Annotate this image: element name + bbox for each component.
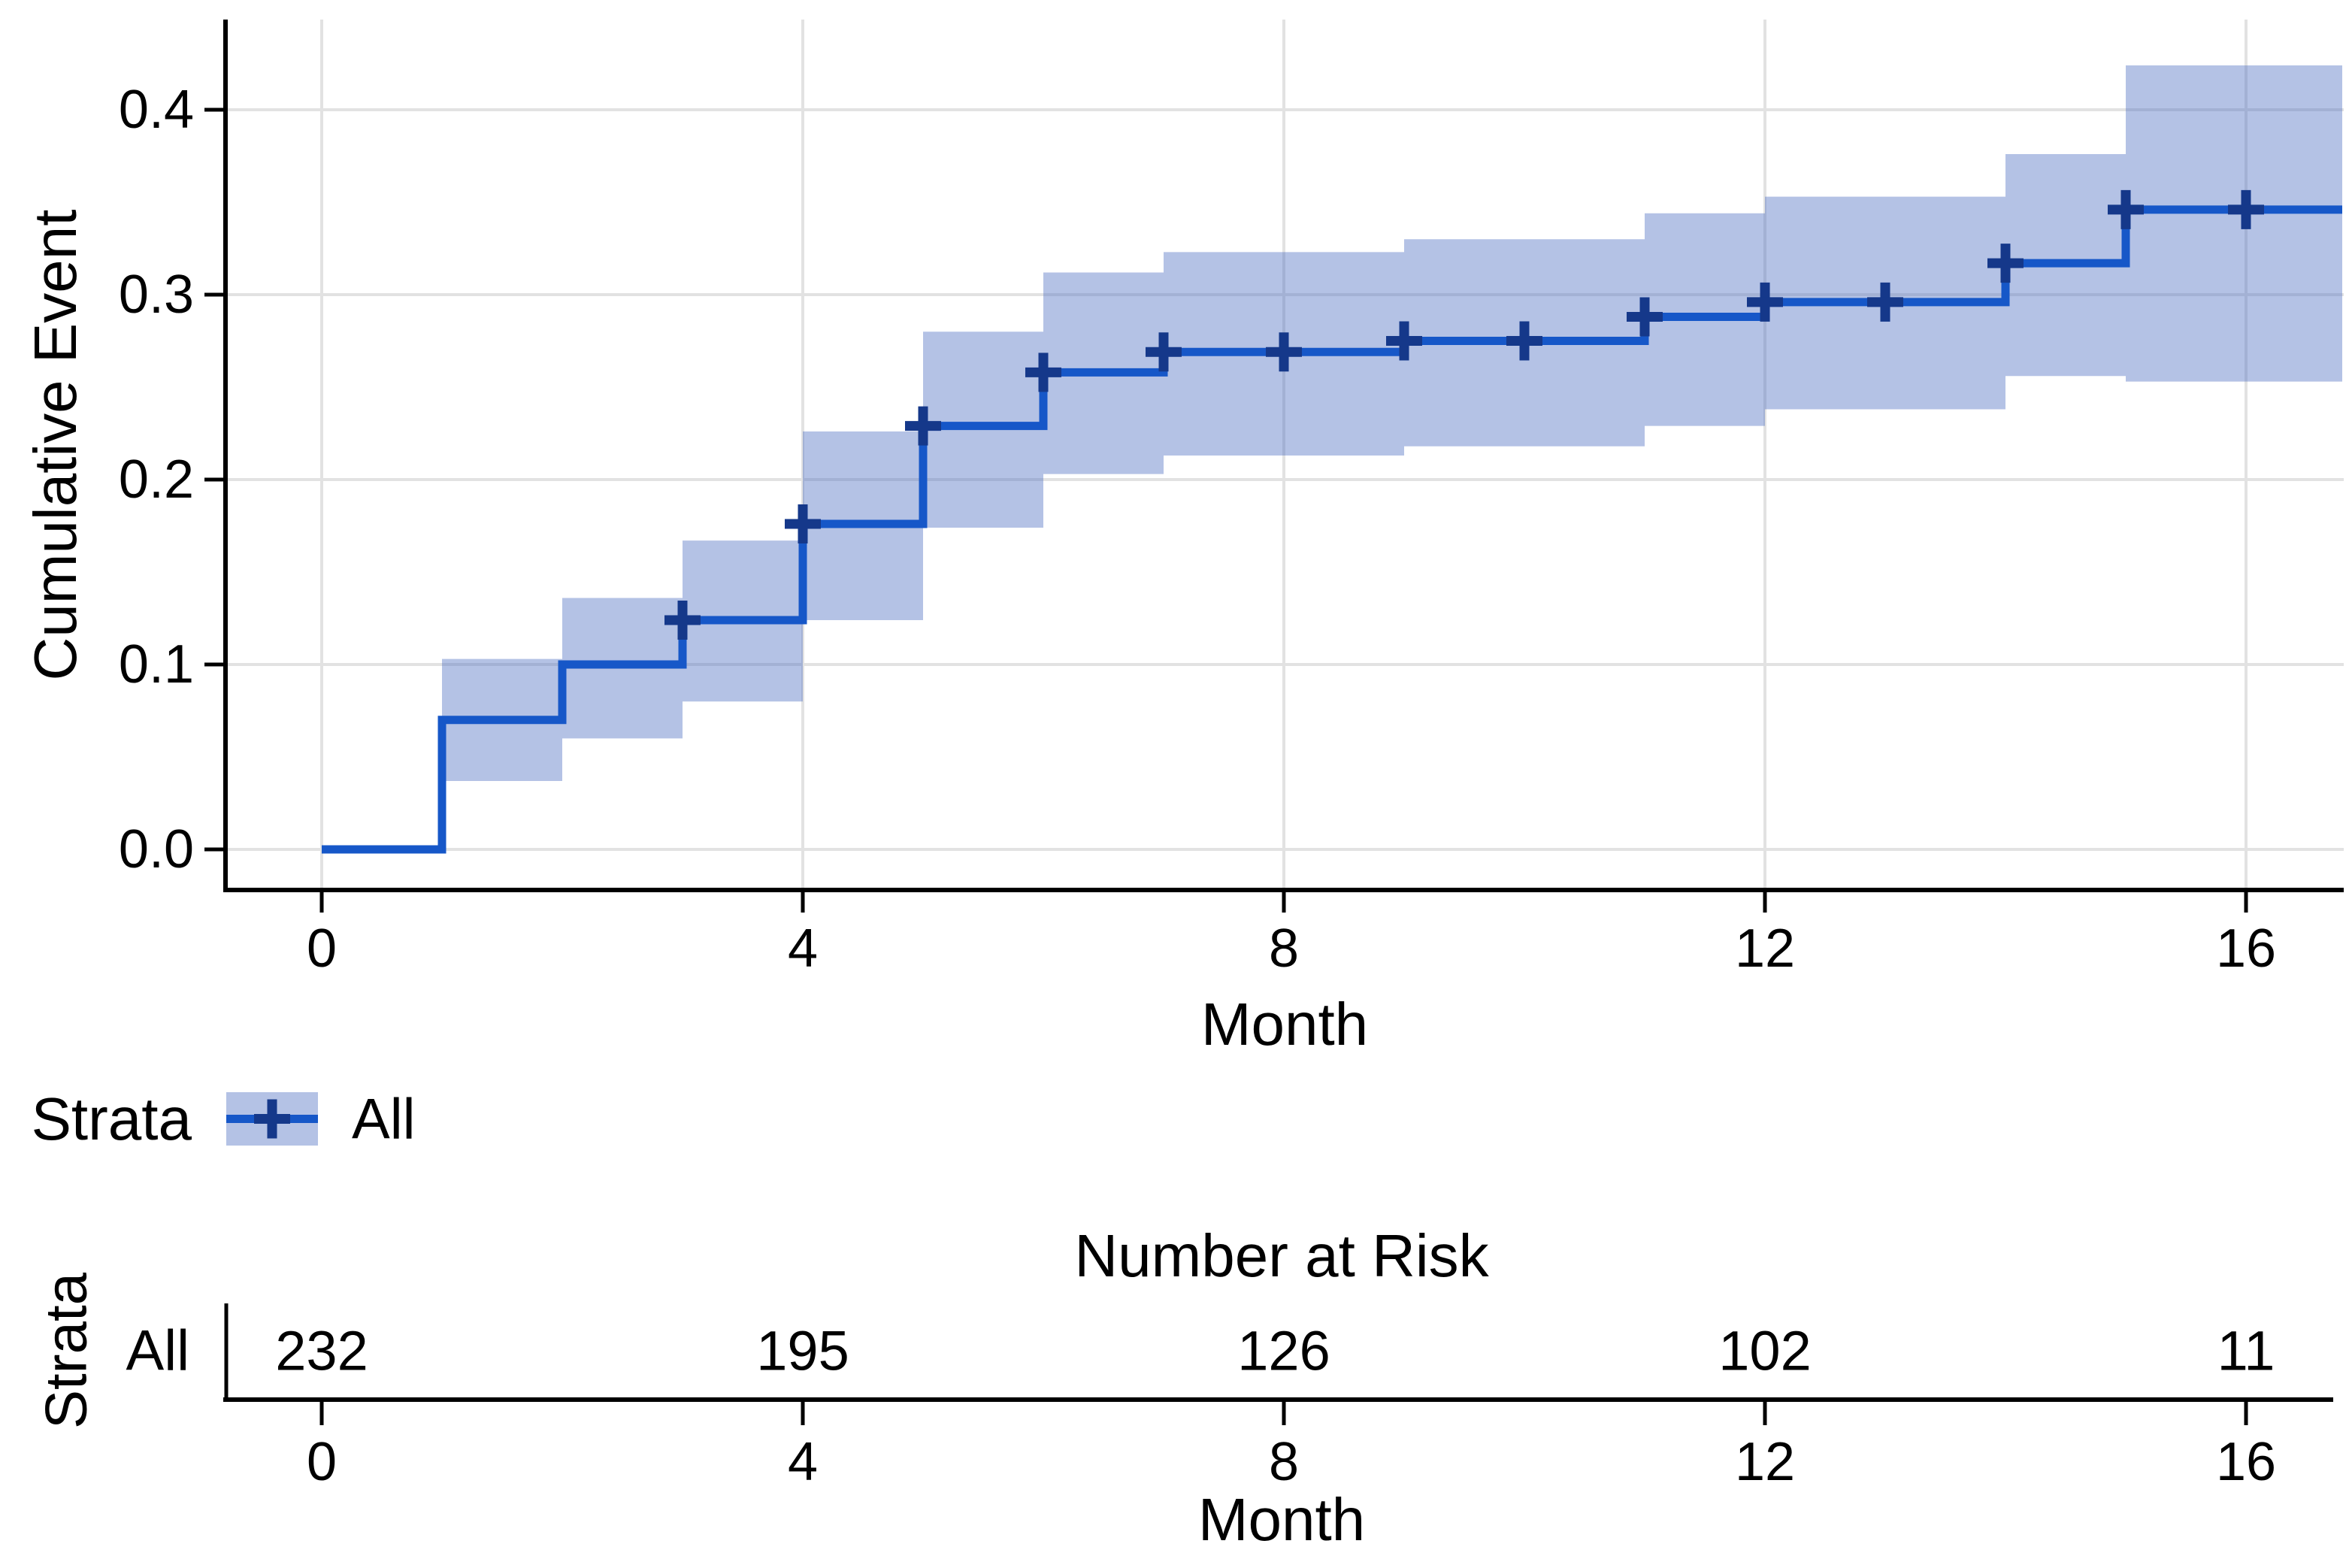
- risk-value: 11: [2217, 1319, 2275, 1382]
- risk-x-tick-label: 16: [2215, 1432, 2277, 1492]
- survival-step-curve: [322, 205, 2342, 854]
- x-tick-label: 16: [2215, 919, 2277, 979]
- risk-row-label-all: All: [126, 1318, 189, 1383]
- y-tick-label: 0.0: [118, 819, 194, 879]
- risk-x-axis-title: Month: [1197, 1486, 1366, 1553]
- y-tick-label: 0.3: [118, 265, 194, 325]
- legend-item-label-all: All: [352, 1087, 416, 1152]
- risk-x-tick-label: 12: [1734, 1432, 1796, 1492]
- risk-value: 195: [756, 1319, 849, 1382]
- legend-title: Strata: [31, 1085, 192, 1152]
- risk-value: 126: [1237, 1319, 1330, 1382]
- y-tick-label: 0.2: [118, 450, 194, 510]
- x-tick-label: 4: [787, 919, 819, 979]
- risk-x-tick-label: 4: [787, 1432, 819, 1492]
- y-tick-label: 0.1: [118, 634, 194, 695]
- x-tick-label: 8: [1268, 919, 1300, 979]
- x-tick-label: 12: [1734, 919, 1796, 979]
- risk-value: 102: [1718, 1319, 1812, 1382]
- risk-value: 232: [275, 1319, 368, 1382]
- x-axis-title: Month: [1200, 991, 1369, 1058]
- y-tick-label: 0.4: [118, 80, 194, 140]
- x-tick-label: 0: [306, 919, 338, 979]
- risk-x-tick-label: 0: [306, 1432, 338, 1492]
- risk-x-tick-label: 8: [1268, 1432, 1300, 1492]
- risk-table-title: Number at Risk: [1074, 1222, 1489, 1289]
- confidence-band: [442, 65, 2342, 781]
